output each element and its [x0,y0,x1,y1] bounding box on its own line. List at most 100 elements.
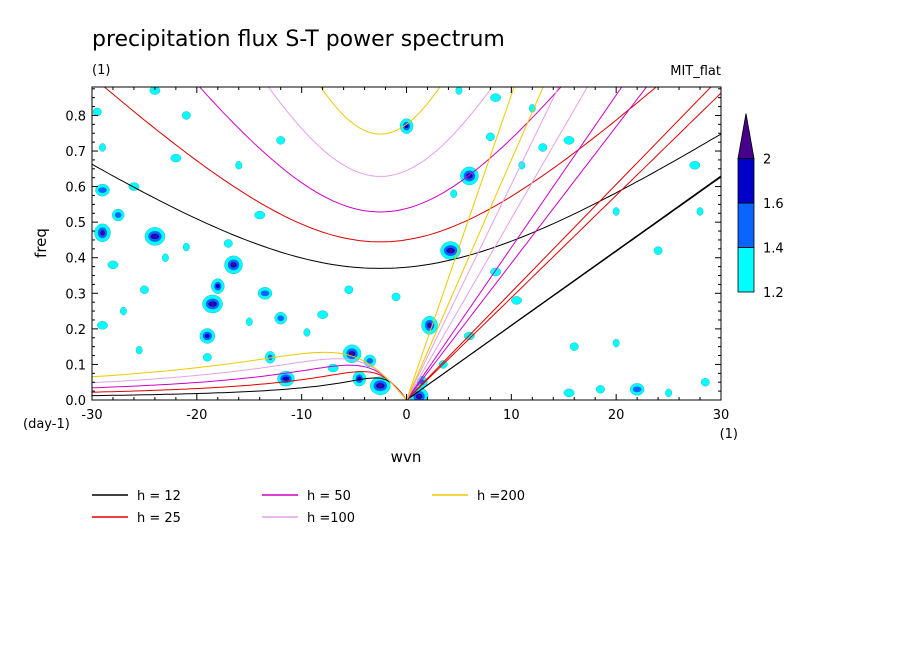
contour-fill [282,376,290,381]
contour-blob [112,208,125,222]
legend-label: h = 25 [137,511,181,526]
contour-fill [518,161,526,170]
contour-fill [98,187,107,194]
legend: h = 12 h = 25 h = 50 h =100 h =200 [92,489,525,526]
contour-fill [170,153,182,163]
rossby-curve-50 [92,364,407,400]
contour-blob [120,306,127,316]
legend-entry: h = 12 [92,489,181,504]
contour-blob [455,87,463,95]
mrg-curve-50 [406,87,648,400]
contour-blob [149,87,161,95]
contour-fill [161,253,169,262]
kelvin-curve-50 [406,87,623,400]
ig-curve-200 [320,87,441,135]
contour-blob [490,267,502,277]
contour-blob [202,353,212,362]
contour-fill [254,210,266,220]
colorbar-segment [737,247,755,293]
contour-blob [211,278,225,294]
contour-fill [366,357,374,364]
contour-fill [223,239,233,248]
contour-fill [417,394,422,399]
colorbar-label: 1.4 [763,242,784,257]
y-tick-label: 0.4 [65,252,86,267]
contour-blob [181,111,191,120]
contour-fill [120,306,127,316]
contour-blob [485,132,495,141]
ig-curve-25 [103,87,657,243]
y-tick-label: 0.1 [65,358,86,373]
contour-fill [596,385,605,394]
contour-blob [653,246,663,255]
legend-entry: h = 25 [92,511,181,526]
contour-blob [327,363,339,373]
x-unit-label: (1) [720,427,738,442]
contour-fill [204,333,210,338]
contour-blob [363,354,377,368]
legend-entry: h = 50 [262,489,351,504]
y-unit-label: (day-1) [23,417,70,432]
contour-blob [202,294,223,314]
colorbar-arrow [737,113,755,159]
kelvin-curve-100 [406,87,560,400]
y-tick-label: 0.5 [65,216,86,231]
contour-fill [448,248,454,253]
contour-fill [344,285,354,294]
x-tick-label: 0 [402,408,410,423]
contour-fill [653,246,663,255]
contour-fill [107,260,119,270]
contour-blob [370,376,391,395]
x-tick-label: -10 [291,408,312,423]
contour-fill [99,143,106,152]
contour-blob [511,296,522,305]
y-tick-label: 0.0 [65,394,86,409]
colorbar-label: 1.6 [763,197,784,212]
contour-fill [696,207,704,216]
contour-fill [427,323,432,328]
contour-fill [490,93,502,102]
legend-entry: h =100 [262,511,355,526]
mrg-curve-12 [406,176,721,400]
contour-blob [303,328,311,337]
contour-fill [245,317,253,326]
y-tick-label: 0.6 [65,181,86,196]
contour-fill [277,315,285,322]
contour-blob [245,317,253,326]
contour-blob [274,311,287,325]
contour-fill [97,321,108,330]
contour-fill [569,342,579,351]
y-tick-label: 0.7 [65,145,86,160]
contour-fill [215,284,220,289]
ig-curve-50 [198,87,562,213]
x-axis-label: wvn [391,448,422,466]
contour-fill [511,296,522,305]
contour-blob [317,310,329,319]
x-tick-label: -20 [186,408,207,423]
colorbar-label: 2 [763,153,771,168]
contour-blob [107,260,119,270]
contour-fill [276,136,286,145]
contour-blob [182,242,190,252]
legend-entry: h =200 [432,489,525,504]
contour-blob [140,285,149,294]
colorbar-label: 1.2 [763,286,784,301]
kelvin-curve-200 [406,87,515,400]
contour-blob [92,107,102,117]
units-label: (1) [92,63,110,78]
contour-fill [317,310,329,319]
contour-fill [689,161,701,170]
mrg-curve-200 [406,87,544,400]
contour-blob [665,388,672,398]
contour-fill [490,267,502,277]
contour-blob [276,136,286,145]
x-tick-label: 10 [503,408,520,423]
rossby-curve-12 [92,377,407,400]
contour-fill [92,107,102,117]
contour-blob [696,207,704,216]
contour-blob [689,161,701,170]
legend-label: h = 50 [307,489,351,504]
contour-fill [114,212,122,218]
colorbar-segment [737,202,755,248]
